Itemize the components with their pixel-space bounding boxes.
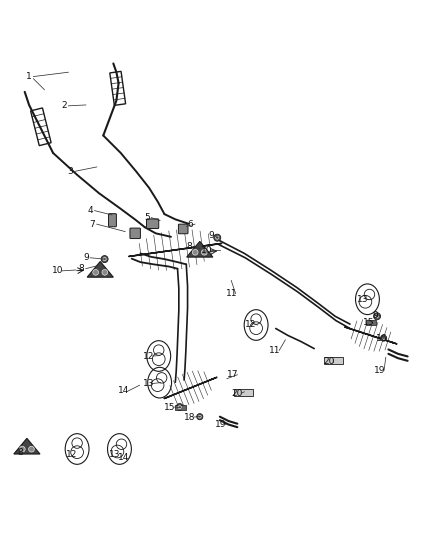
Bar xyxy=(234,389,253,395)
Text: 3: 3 xyxy=(68,167,74,176)
Text: 9: 9 xyxy=(208,231,214,240)
Circle shape xyxy=(19,446,25,452)
Text: 13: 13 xyxy=(142,379,154,388)
Text: 11: 11 xyxy=(226,289,237,298)
Text: 10: 10 xyxy=(201,246,212,255)
Text: 14: 14 xyxy=(118,386,130,395)
FancyBboxPatch shape xyxy=(147,219,159,229)
Text: 5: 5 xyxy=(144,213,150,222)
Polygon shape xyxy=(87,262,113,277)
Text: 20: 20 xyxy=(323,357,335,366)
Circle shape xyxy=(192,249,198,255)
Bar xyxy=(366,320,376,325)
Text: 20: 20 xyxy=(232,389,243,398)
Text: 9: 9 xyxy=(372,311,378,320)
FancyBboxPatch shape xyxy=(109,214,117,227)
Circle shape xyxy=(201,249,207,255)
Circle shape xyxy=(28,446,34,452)
Circle shape xyxy=(374,313,381,320)
Circle shape xyxy=(93,270,99,275)
Text: 18: 18 xyxy=(184,413,195,422)
Text: 19: 19 xyxy=(215,420,227,429)
Circle shape xyxy=(176,403,183,410)
Bar xyxy=(324,357,343,364)
Text: 17: 17 xyxy=(227,370,239,379)
Text: 16: 16 xyxy=(376,334,387,343)
Text: 13: 13 xyxy=(110,450,121,459)
Text: 10: 10 xyxy=(52,266,63,276)
Polygon shape xyxy=(14,438,40,454)
Text: 6: 6 xyxy=(188,220,194,229)
Text: 12: 12 xyxy=(245,320,256,329)
Text: 13: 13 xyxy=(357,295,368,304)
Text: 8: 8 xyxy=(187,243,192,252)
Text: 15: 15 xyxy=(164,402,176,411)
Text: 8: 8 xyxy=(18,448,23,457)
Circle shape xyxy=(197,414,203,420)
Text: 15: 15 xyxy=(363,318,374,327)
Circle shape xyxy=(381,335,387,341)
Text: 2: 2 xyxy=(61,101,67,110)
Circle shape xyxy=(101,256,108,263)
Circle shape xyxy=(102,270,108,275)
FancyBboxPatch shape xyxy=(130,228,141,239)
Text: 8: 8 xyxy=(78,264,85,273)
Text: 14: 14 xyxy=(118,453,130,462)
Text: 12: 12 xyxy=(66,450,77,459)
Text: 1: 1 xyxy=(26,72,32,81)
Circle shape xyxy=(214,234,221,241)
Polygon shape xyxy=(187,241,213,257)
Text: 19: 19 xyxy=(374,366,385,375)
Bar xyxy=(175,405,186,410)
Text: 9: 9 xyxy=(83,253,89,262)
Text: 4: 4 xyxy=(88,206,93,215)
FancyBboxPatch shape xyxy=(178,224,188,234)
Text: 11: 11 xyxy=(269,346,281,355)
Text: 12: 12 xyxy=(143,351,154,360)
Text: 7: 7 xyxy=(89,220,95,229)
